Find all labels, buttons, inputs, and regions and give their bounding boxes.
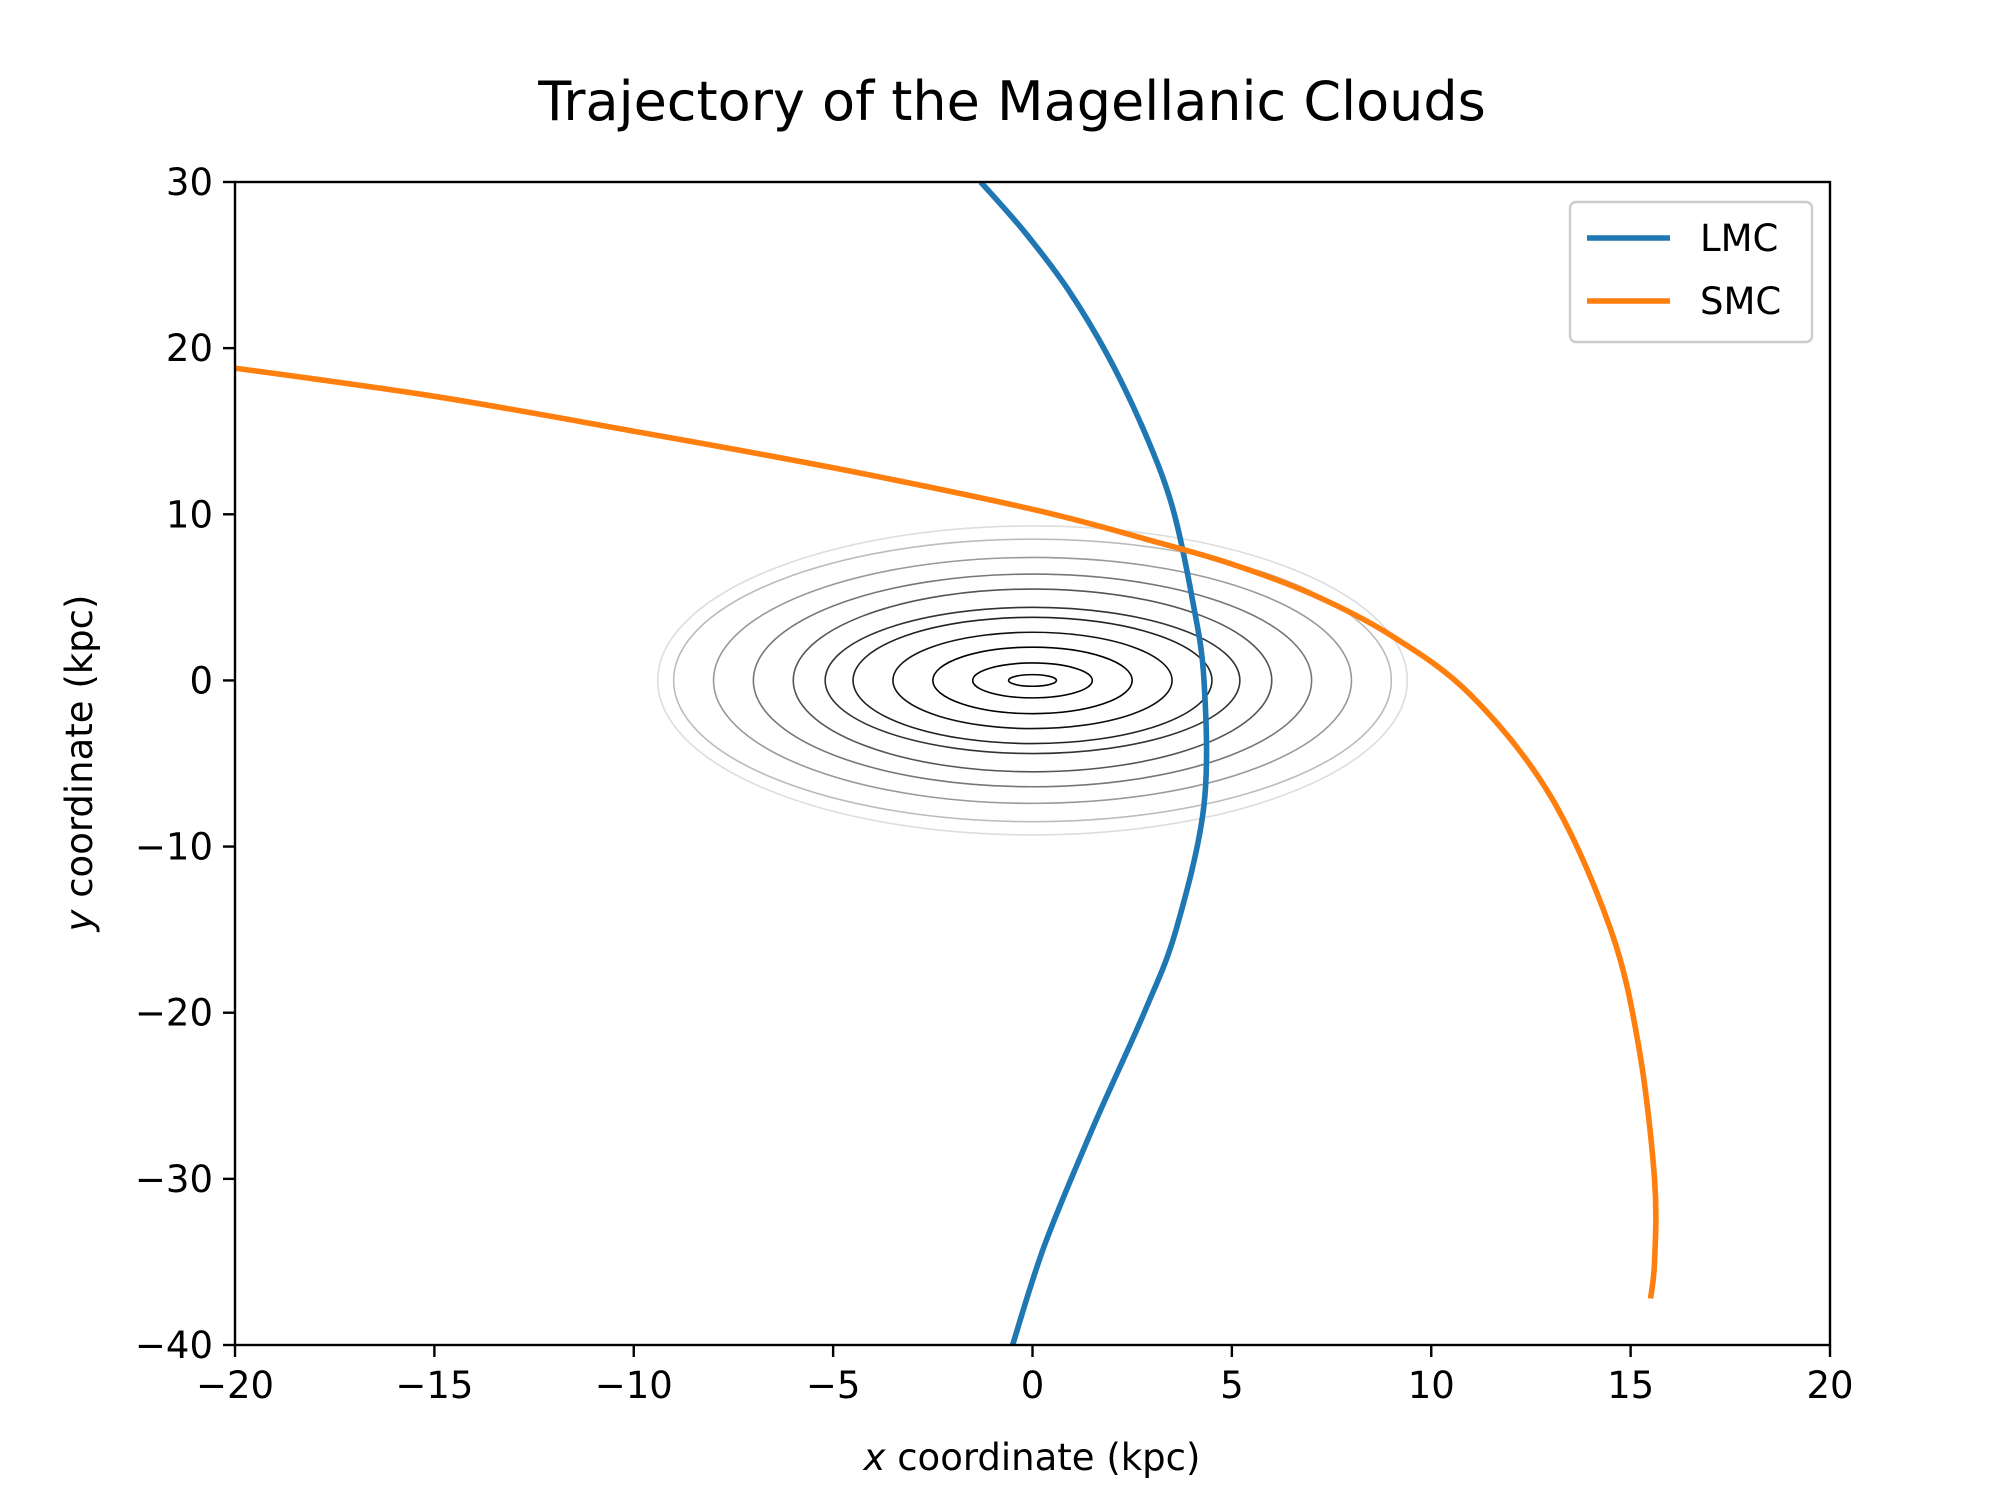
- contour-level: [1007, 673, 1058, 688]
- y-tick-label: −10: [135, 826, 213, 869]
- contour-level: [892, 631, 1173, 730]
- plot-frame: [233, 180, 1832, 1347]
- y-tick-label: −30: [135, 1158, 213, 1201]
- x-tick-label: 20: [1806, 1364, 1853, 1407]
- x-tick-label: 0: [1021, 1364, 1045, 1407]
- series-line-lmc: [978, 182, 1210, 1345]
- x-tick-label: −10: [595, 1364, 673, 1407]
- legend-label-lmc: LMC: [1700, 217, 1778, 260]
- y-tick-label: 30: [166, 161, 213, 204]
- x-tick-label: −15: [395, 1364, 473, 1407]
- y-axis-label: y coordinate (kpc): [58, 595, 101, 933]
- y-tick-label: −40: [135, 1324, 213, 1367]
- contour-level: [932, 646, 1133, 715]
- chart-title: Trajectory of the Magellanic Clouds: [537, 70, 1486, 133]
- contour-level: [852, 616, 1213, 745]
- contour-level: [824, 606, 1241, 755]
- potential-contours: [656, 525, 1409, 836]
- contour-level: [656, 525, 1409, 836]
- x-axis-label: x coordinate (kpc): [863, 1436, 1201, 1479]
- series-lines: [235, 182, 1659, 1345]
- contour-level: [712, 556, 1353, 805]
- contour-level: [672, 538, 1393, 823]
- x-tick-label: −20: [196, 1364, 274, 1407]
- contour-level: [752, 573, 1313, 788]
- y-tick-label: 10: [166, 493, 213, 536]
- legend-label-smc: SMC: [1700, 280, 1781, 323]
- y-tick-label: −20: [135, 992, 213, 1035]
- series-line-smc: [235, 365, 1659, 1299]
- x-tick-label: 15: [1607, 1364, 1654, 1407]
- legend: LMC SMC: [1568, 200, 1814, 344]
- x-axis: −20 −15 −10 −5 0 5 10 15 20: [196, 1345, 1854, 1407]
- x-tick-label: 5: [1220, 1364, 1244, 1407]
- x-tick-label: 10: [1408, 1364, 1455, 1407]
- contour-level: [792, 588, 1273, 773]
- y-tick-label: 0: [189, 659, 213, 702]
- y-axis: −40 −30 −20 −10 0 10 20 30: [135, 161, 235, 1367]
- contour-level: [971, 662, 1094, 699]
- x-tick-label: −5: [806, 1364, 861, 1407]
- y-tick-label: 20: [166, 327, 213, 370]
